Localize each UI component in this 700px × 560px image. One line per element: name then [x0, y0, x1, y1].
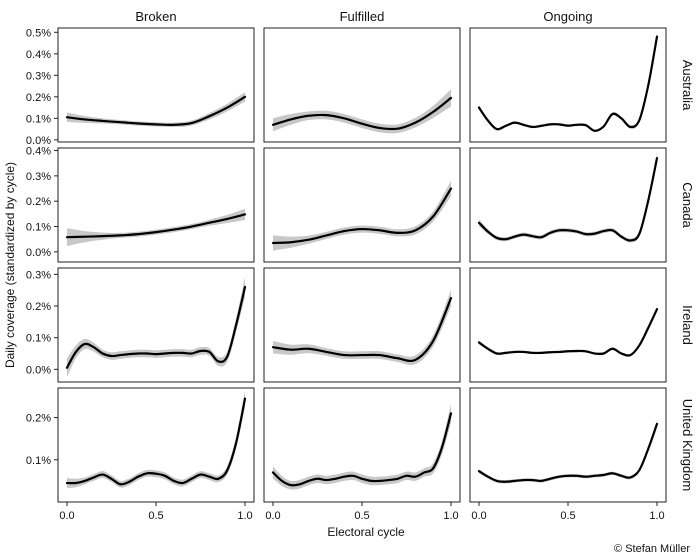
y-tick-label-canada: 0.0% — [26, 247, 51, 259]
y-axes: 0.0% 0.1% 0.2% 0.3% 0.4% 0.5% 0.0% 0.1% 0.2% 0.3%… — [26, 27, 58, 467]
x-tick-label: 0.5 — [354, 510, 369, 522]
x-tick-label: 0.5 — [560, 510, 575, 522]
panel-australia-ongoing — [469, 27, 667, 143]
column-label-broken: Broken — [135, 9, 176, 24]
y-tick-label-ireland: 0.1% — [26, 333, 51, 345]
column-strip-labels: Broken Fulfilled Ongoing — [135, 9, 592, 24]
panel-frame — [469, 147, 667, 263]
row-label-canada: Canada — [680, 182, 695, 228]
confidence-band — [273, 89, 451, 134]
y-tick-label-australia: 0.3% — [26, 70, 51, 82]
confidence-band — [67, 276, 245, 378]
panel-australia-fulfilled — [263, 27, 461, 143]
panel-frame — [469, 387, 667, 503]
x-tick-label: 0.0 — [59, 510, 74, 522]
fit-line — [271, 187, 453, 245]
fit-line — [477, 308, 659, 357]
fit-line — [65, 285, 247, 369]
panel-frame — [57, 147, 255, 263]
y-tick-label-canada: 0.4% — [26, 146, 51, 158]
x-tick-label: 1.0 — [237, 510, 252, 522]
y-tick-label-australia: 0.4% — [26, 49, 51, 61]
x-axis-title: Electoral cycle — [327, 525, 405, 539]
panel-ireland-broken — [57, 267, 255, 383]
panel-ireland-ongoing — [469, 267, 667, 383]
panel-united-kingdom-broken — [57, 387, 255, 503]
row-label-united-kingdom: United Kingdom — [680, 399, 695, 492]
y-tick-label-ireland: 0.0% — [26, 364, 51, 376]
confidence-band — [273, 289, 451, 366]
fit-line — [65, 95, 247, 126]
x-tick-label: 1.0 — [649, 510, 664, 522]
x-tick-label: 0.0 — [265, 510, 280, 522]
y-tick-label-canada: 0.1% — [26, 222, 51, 234]
panel-frame — [263, 267, 461, 383]
panel-australia-broken — [57, 27, 255, 143]
y-axis-title: Daily coverage (standardized by cycle) — [3, 162, 17, 368]
fit-line — [477, 157, 659, 242]
x-tick-label: 0.0 — [471, 510, 486, 522]
x-tick-label: 0.5 — [148, 510, 163, 522]
y-tick-label-united-kingdom: 0.2% — [26, 413, 51, 425]
fit-line — [65, 397, 247, 486]
panel-frame — [469, 27, 667, 143]
fit-line — [271, 412, 453, 487]
facet-panels — [57, 27, 667, 503]
y-tick-label-ireland: 0.2% — [26, 301, 51, 313]
panel-canada-ongoing — [469, 147, 667, 263]
confidence-band — [273, 404, 451, 490]
panel-frame — [57, 387, 255, 503]
panel-united-kingdom-fulfilled — [263, 387, 461, 503]
confidence-band — [67, 92, 245, 127]
panel-ireland-fulfilled — [263, 267, 461, 383]
y-tick-label-canada: 0.2% — [26, 196, 51, 208]
fit-line — [271, 296, 453, 363]
row-label-australia: Australia — [680, 60, 695, 111]
y-tick-label-australia: 0.2% — [26, 92, 51, 104]
panel-frame — [469, 267, 667, 383]
credit-text: © Stefan Müller — [614, 543, 690, 555]
column-label-ongoing: Ongoing — [543, 9, 592, 24]
y-tick-label-australia: 0.1% — [26, 113, 51, 125]
y-tick-label-australia: 0.5% — [26, 27, 51, 39]
panel-canada-broken — [57, 147, 255, 263]
row-strip-labels: Australia Canada Ireland United Kingdom — [680, 60, 695, 492]
y-tick-label-united-kingdom: 0.1% — [26, 455, 51, 467]
x-tick-label: 1.0 — [443, 510, 458, 522]
fit-line — [477, 35, 659, 132]
y-tick-label-ireland: 0.3% — [26, 269, 51, 281]
fit-line — [65, 213, 247, 239]
column-label-fulfilled: Fulfilled — [340, 9, 385, 24]
row-label-ireland: Ireland — [680, 305, 695, 345]
fit-line — [477, 422, 659, 483]
panel-united-kingdom-ongoing — [469, 387, 667, 503]
y-tick-label-australia: 0.0% — [26, 135, 51, 147]
panel-canada-fulfilled — [263, 147, 461, 263]
x-axis: 0.0 0.5 1.0 0.0 0.5 1.0 0.0 0.5 1.0 — [59, 502, 665, 522]
y-tick-label-canada: 0.3% — [26, 171, 51, 183]
fit-line — [271, 96, 453, 131]
confidence-band — [67, 390, 245, 489]
